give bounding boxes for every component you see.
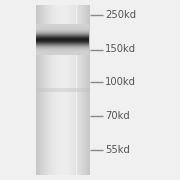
- Bar: [83, 5, 85, 175]
- Bar: [63, 5, 64, 175]
- Bar: [39, 5, 40, 175]
- Bar: [56, 5, 58, 175]
- Bar: [36, 28, 89, 29]
- Bar: [36, 49, 89, 50]
- Bar: [36, 50, 89, 51]
- Bar: [36, 34, 89, 35]
- Bar: [36, 53, 89, 54]
- Bar: [36, 54, 89, 55]
- Bar: [82, 5, 83, 175]
- Bar: [75, 5, 76, 175]
- Bar: [36, 39, 89, 40]
- Bar: [36, 47, 89, 48]
- Bar: [89, 5, 90, 175]
- Bar: [54, 5, 55, 175]
- Bar: [87, 5, 89, 175]
- Bar: [36, 41, 89, 42]
- Bar: [47, 5, 48, 175]
- Bar: [36, 52, 89, 53]
- Bar: [81, 5, 82, 175]
- Bar: [70, 5, 71, 175]
- Bar: [36, 25, 89, 26]
- Bar: [41, 5, 43, 175]
- Bar: [52, 5, 54, 175]
- Bar: [50, 5, 51, 175]
- Bar: [36, 37, 89, 38]
- Bar: [36, 46, 89, 47]
- Bar: [44, 5, 45, 175]
- Bar: [85, 5, 86, 175]
- Text: 250kd: 250kd: [105, 10, 136, 20]
- Bar: [36, 32, 89, 33]
- Bar: [78, 5, 79, 175]
- Bar: [36, 5, 37, 175]
- Bar: [62, 5, 63, 175]
- Bar: [58, 5, 59, 175]
- Bar: [36, 33, 89, 34]
- Bar: [36, 51, 89, 52]
- Bar: [36, 31, 89, 32]
- Bar: [36, 48, 89, 49]
- Bar: [36, 43, 89, 44]
- Bar: [74, 5, 75, 175]
- Bar: [36, 35, 89, 36]
- Bar: [36, 88, 90, 92]
- Text: 150kd: 150kd: [105, 44, 136, 55]
- Text: 100kd: 100kd: [105, 77, 136, 87]
- Bar: [59, 5, 60, 175]
- Text: 70kd: 70kd: [105, 111, 130, 121]
- Bar: [36, 30, 89, 31]
- Bar: [36, 45, 89, 46]
- Bar: [36, 29, 89, 30]
- Bar: [36, 40, 89, 41]
- Bar: [72, 5, 74, 175]
- Bar: [60, 5, 62, 175]
- Bar: [36, 24, 89, 25]
- Bar: [36, 26, 89, 27]
- Bar: [86, 5, 87, 175]
- Bar: [76, 5, 78, 175]
- Bar: [36, 42, 89, 43]
- Bar: [36, 38, 89, 39]
- Bar: [36, 44, 89, 45]
- Bar: [45, 5, 47, 175]
- Bar: [43, 5, 44, 175]
- Bar: [68, 5, 70, 175]
- Bar: [40, 5, 41, 175]
- Bar: [55, 5, 56, 175]
- Bar: [66, 5, 67, 175]
- Bar: [36, 36, 89, 37]
- Bar: [37, 5, 39, 175]
- Bar: [67, 5, 68, 175]
- Bar: [51, 5, 52, 175]
- Bar: [64, 5, 66, 175]
- Bar: [36, 27, 89, 28]
- Bar: [48, 5, 50, 175]
- Bar: [71, 5, 72, 175]
- Bar: [79, 5, 81, 175]
- Text: 55kd: 55kd: [105, 145, 130, 155]
